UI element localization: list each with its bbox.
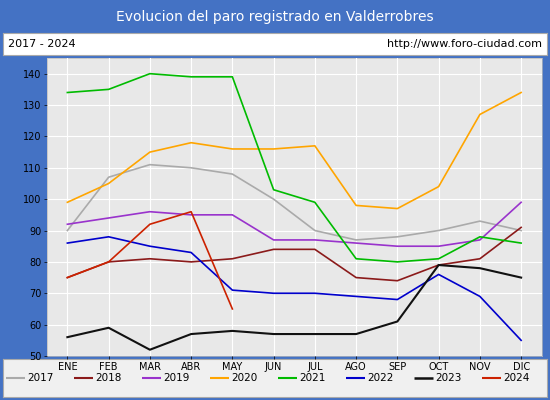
Text: 2017: 2017 [28,373,54,383]
Text: 2023: 2023 [436,373,462,383]
Text: 2019: 2019 [163,373,190,383]
Text: 2017 - 2024: 2017 - 2024 [8,39,76,49]
Text: 2024: 2024 [503,373,530,383]
Text: 2022: 2022 [367,373,394,383]
Text: 2021: 2021 [300,373,326,383]
Text: 2018: 2018 [96,373,122,383]
Text: 2020: 2020 [232,373,258,383]
Text: http://www.foro-ciudad.com: http://www.foro-ciudad.com [387,39,542,49]
Text: Evolucion del paro registrado en Valderrobres: Evolucion del paro registrado en Valderr… [116,10,434,24]
